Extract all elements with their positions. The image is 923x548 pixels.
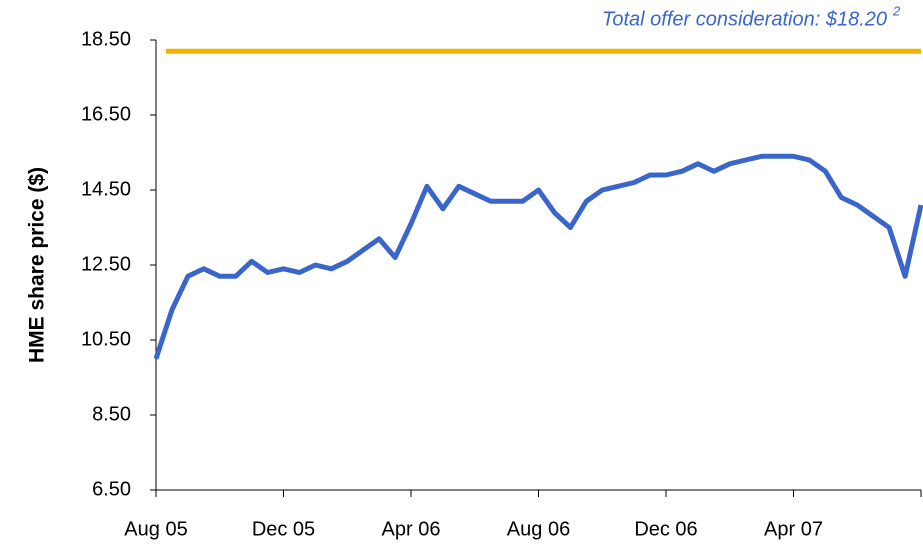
x-tick-label: Aug 06: [507, 518, 570, 540]
offer-annotation-superscript: 2: [892, 3, 901, 18]
y-tick-label: 12.50: [81, 253, 131, 275]
offer-annotation: Total offer consideration: $18.20: [602, 8, 887, 30]
y-tick-label: 18.50: [81, 28, 131, 50]
y-tick-label: 10.50: [81, 328, 131, 350]
x-tick-label: Apr 07: [764, 518, 823, 540]
price-line: [153, 153, 923, 360]
x-tick-label: Dec 05: [252, 518, 315, 540]
x-tick-label: Dec 06: [634, 518, 697, 540]
y-tick-label: 6.50: [92, 478, 131, 500]
y-tick-label: 14.50: [81, 178, 131, 200]
y-tick-label: 8.50: [92, 403, 131, 425]
y-axis-label: HME share price ($): [26, 167, 49, 363]
x-tick-label: Aug 05: [124, 518, 187, 540]
y-tick-label: 16.50: [81, 103, 131, 125]
x-tick-label: Apr 06: [382, 518, 441, 540]
